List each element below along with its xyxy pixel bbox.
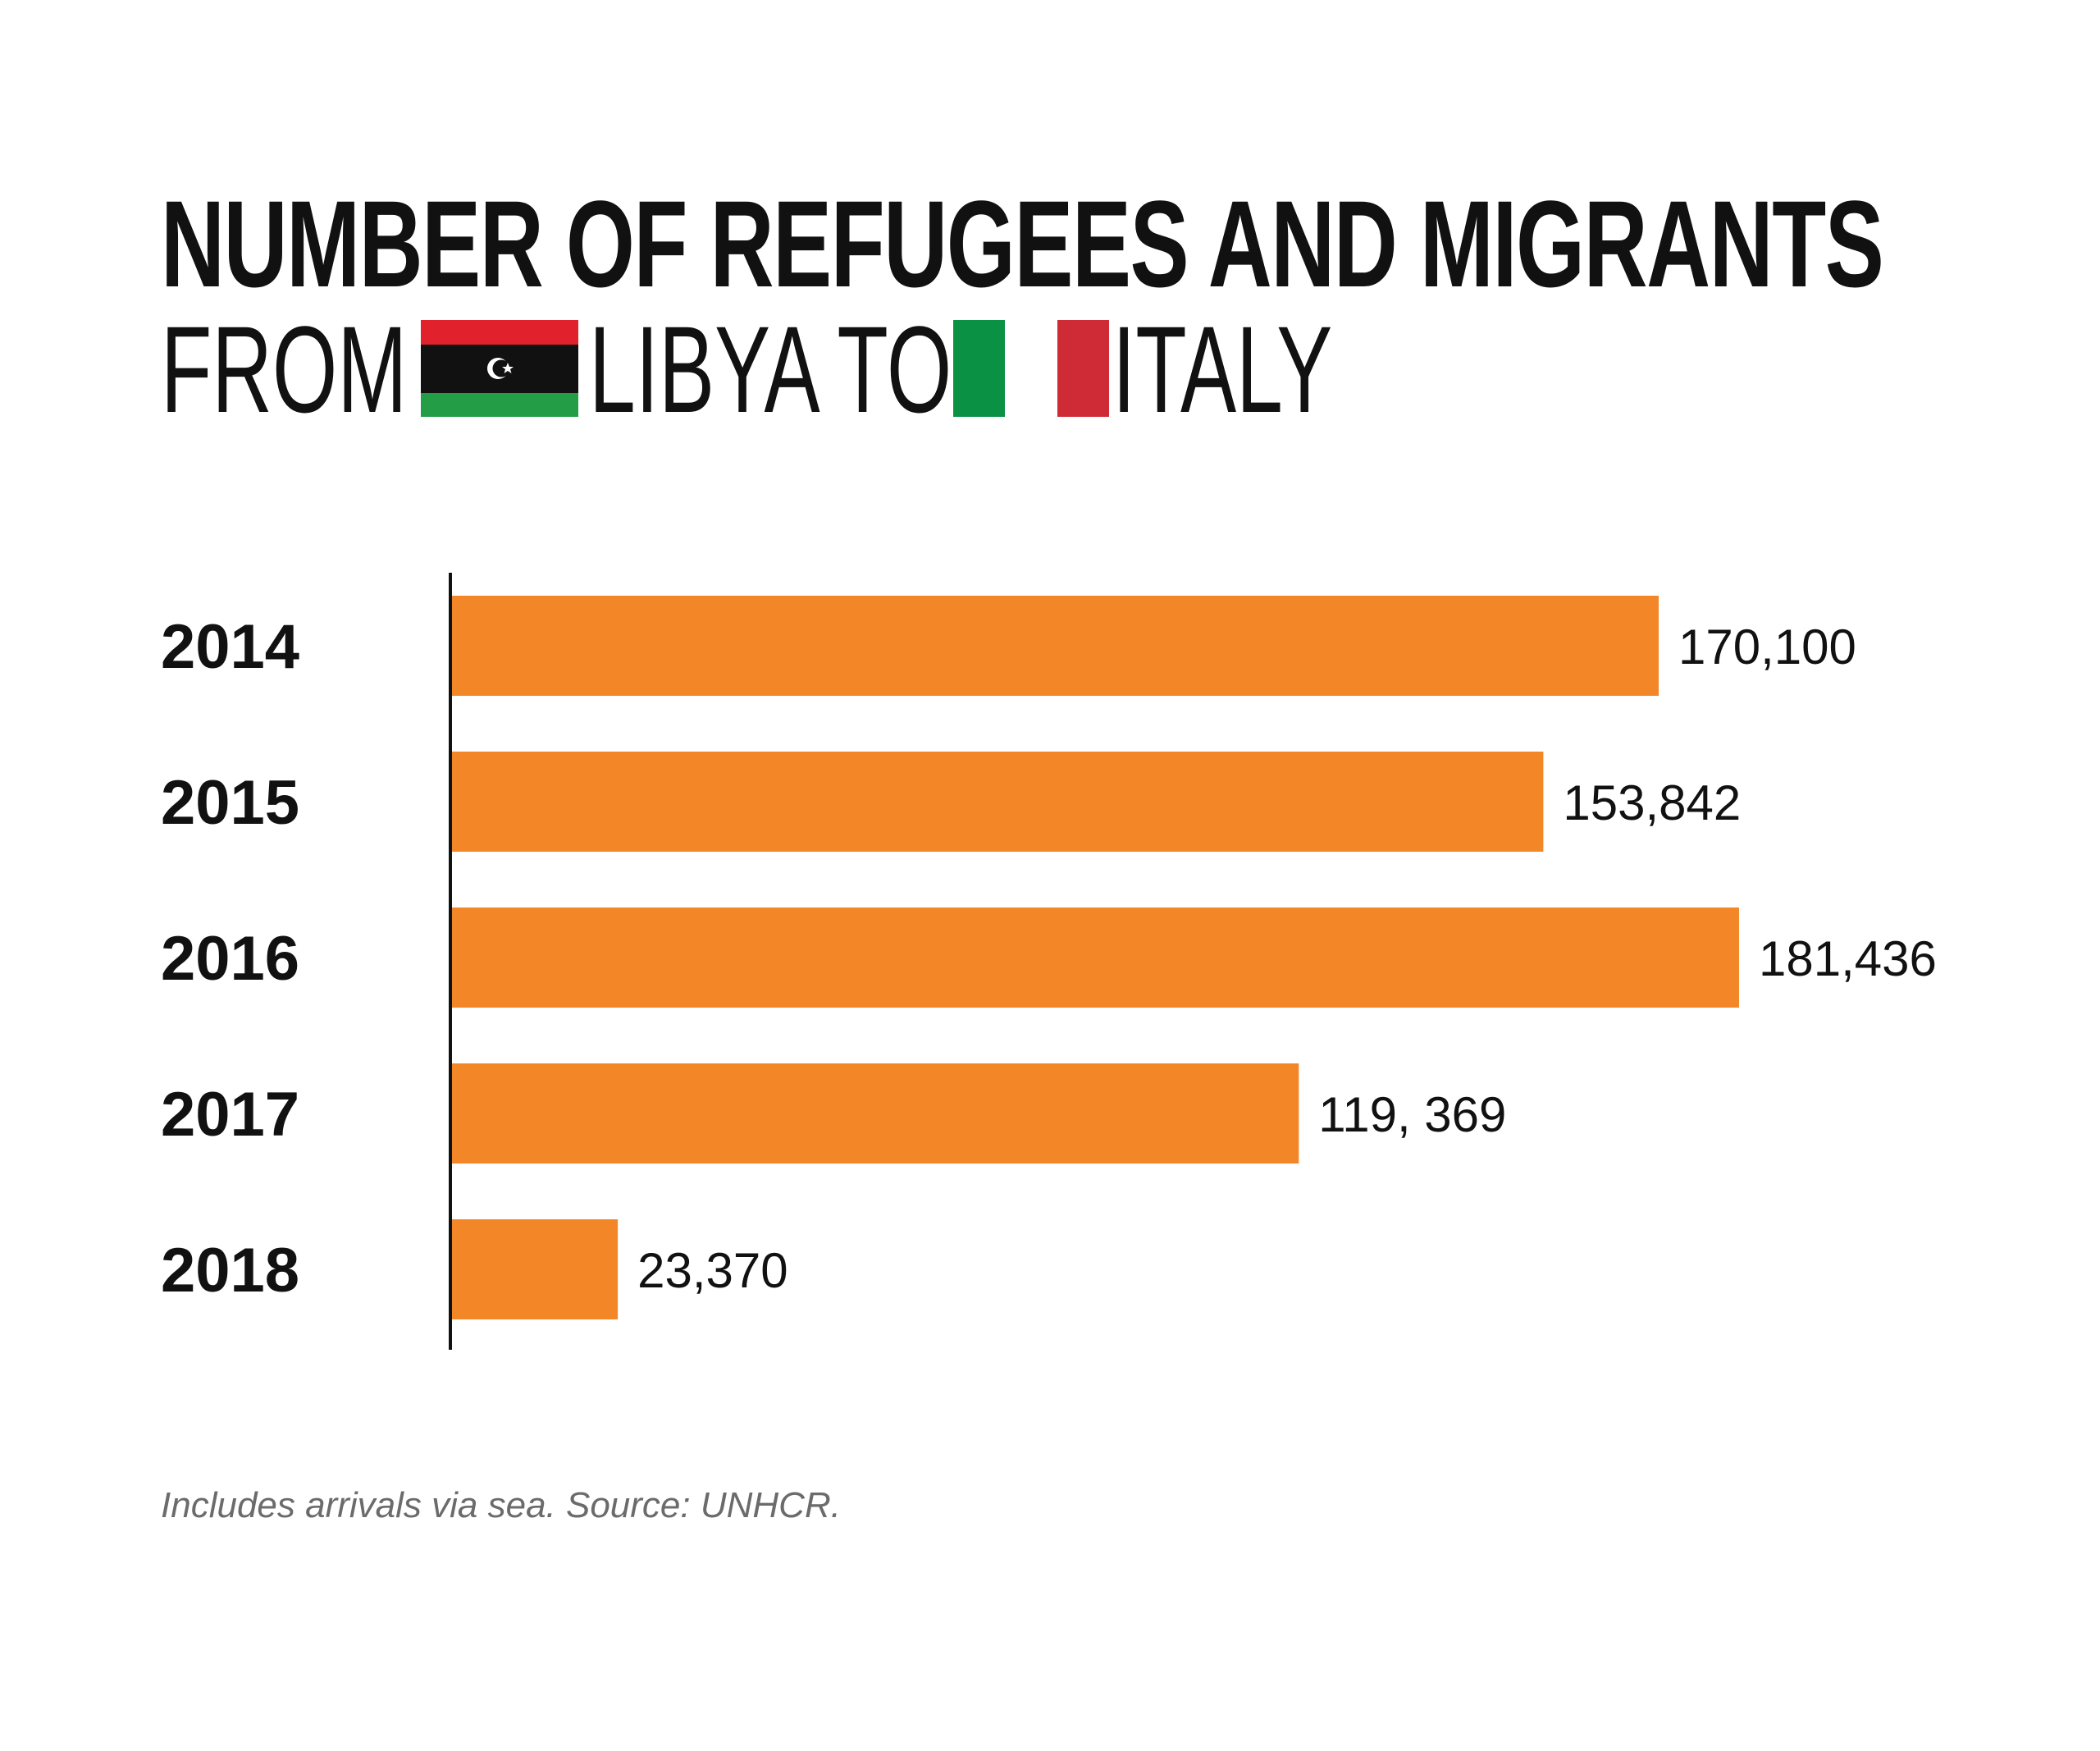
value-label-2018: 23,370 (637, 1243, 788, 1298)
subtitle-libya: LIBYA TO (589, 300, 952, 438)
category-label-2017: 2017 (161, 1080, 299, 1150)
value-label-2017: 119, 369 (1318, 1087, 1506, 1142)
bar-2015 (452, 752, 1544, 852)
libya-flag-red-stripe (421, 320, 578, 345)
bar-2014 (452, 596, 1659, 696)
value-label-2015: 153,842 (1563, 775, 1741, 830)
bar-2016 (452, 908, 1739, 1008)
libya-flag-star (502, 363, 514, 373)
chart-title: NUMBER OF REFUGEES AND MIGRANTS (161, 175, 1884, 313)
libya-flag-icon (421, 320, 578, 417)
italy-flag-red-stripe (1057, 320, 1109, 417)
italy-flag-white-stripe (1005, 320, 1057, 417)
italy-flag-green-stripe (953, 320, 1005, 417)
category-label-2014: 2014 (161, 612, 299, 682)
value-label-2016: 181,436 (1759, 931, 1937, 986)
bar-2017 (452, 1063, 1299, 1164)
category-label-2016: 2016 (161, 924, 299, 994)
category-label-2015: 2015 (161, 768, 299, 838)
category-label-2018: 2018 (161, 1236, 299, 1305)
bar-2018 (452, 1219, 619, 1319)
subtitle-italy: ITALY (1112, 300, 1333, 438)
subtitle-from: FROM (161, 300, 408, 438)
value-label-2014: 170,100 (1678, 619, 1856, 674)
source-footnote: Includes arrivals via sea. Source: UNHCR… (161, 1485, 841, 1525)
libya-flag-green-stripe (421, 393, 578, 417)
italy-flag-icon (953, 320, 1109, 417)
